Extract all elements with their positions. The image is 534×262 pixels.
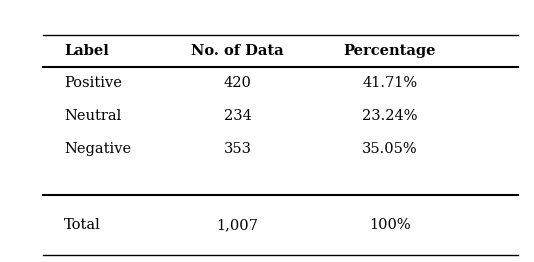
Text: No. of Data: No. of Data xyxy=(191,44,284,58)
Text: 1,007: 1,007 xyxy=(217,218,258,232)
Text: 100%: 100% xyxy=(369,218,411,232)
Text: 234: 234 xyxy=(224,109,252,123)
Text: Label: Label xyxy=(64,44,109,58)
Text: Positive: Positive xyxy=(64,76,122,90)
Text: 35.05%: 35.05% xyxy=(362,142,418,156)
Text: Neutral: Neutral xyxy=(64,109,121,123)
Text: Percentage: Percentage xyxy=(343,44,436,58)
Text: 353: 353 xyxy=(224,142,252,156)
Text: 41.71%: 41.71% xyxy=(362,76,418,90)
Text: Negative: Negative xyxy=(64,142,131,156)
Text: Total: Total xyxy=(64,218,101,232)
Text: 420: 420 xyxy=(224,76,252,90)
Text: 23.24%: 23.24% xyxy=(362,109,418,123)
